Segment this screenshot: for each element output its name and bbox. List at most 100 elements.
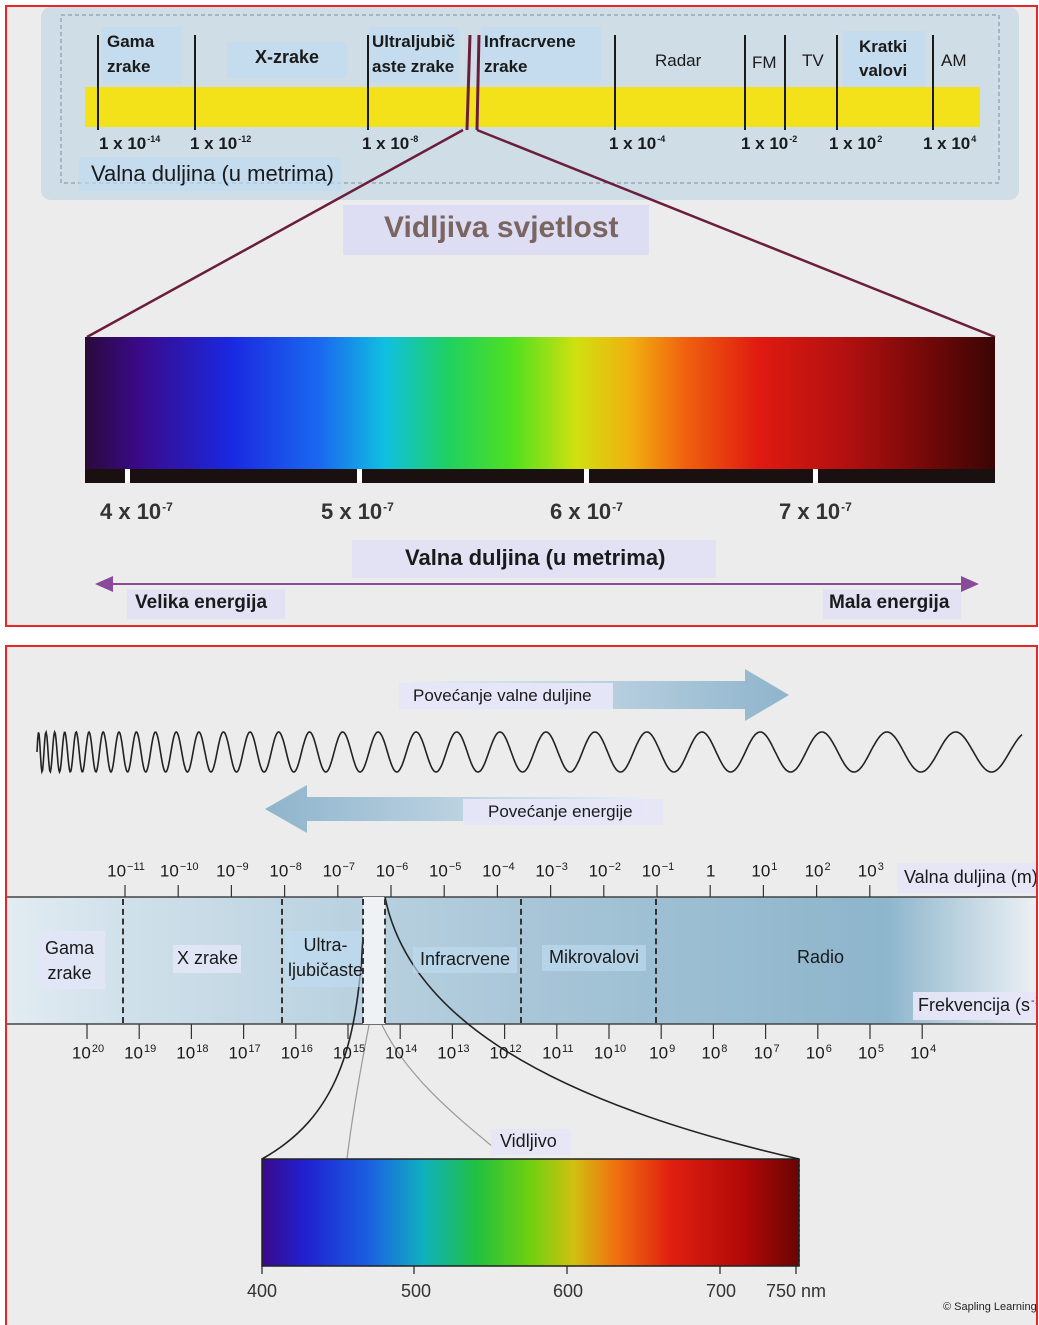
frequency-tick-label: 108 <box>701 1043 728 1063</box>
frequency-tick-label: 1020 <box>71 1043 105 1063</box>
band-radar: Radar <box>655 51 702 70</box>
frequency-unit-box <box>913 992 1036 1020</box>
wavelength-arrow-label: Povećanje valne duljine <box>413 686 592 705</box>
ir-label-box <box>481 27 601 83</box>
spectrum-tick-5e-7: 5 x 10-7 <box>321 499 394 524</box>
chirp-wave <box>36 729 1023 775</box>
wavelength-tick-label: 10−8 <box>269 861 302 881</box>
frequency-tick-label: 1010 <box>593 1043 627 1063</box>
energy-arrow-label-box <box>463 799 663 825</box>
wavelength-tick-label: 10−11 <box>107 861 145 881</box>
visible-title-box <box>343 205 649 255</box>
region-ultraviolet: Ultra-ljubičaste <box>288 935 364 980</box>
band-gamma: Gama zrake <box>107 32 155 76</box>
nm-tick-700: 700 <box>706 1281 737 1301</box>
frequency-tick-label: 1011 <box>542 1043 574 1063</box>
wavelength-tick-label: 101 <box>751 861 778 881</box>
frequency-tick-label: 107 <box>753 1043 780 1063</box>
band-shortwave: Kratki valovi <box>859 37 908 80</box>
frequency-tick-label: 106 <box>805 1043 832 1063</box>
bottom-diagram-graphics <box>7 669 1036 1274</box>
gamma-region-box <box>37 931 105 989</box>
xray-region-box <box>173 945 241 973</box>
wavelength-tick-label: 10−2 <box>588 861 622 881</box>
energy-low-label: Mala energija <box>829 592 950 613</box>
em-spectrum-band <box>7 897 1036 1024</box>
spectrum-tick-4e-7: 4 x 10-7 <box>100 499 173 524</box>
band-xray: X-zrake <box>255 47 320 67</box>
wavelength-tick-label: 102 <box>804 861 831 881</box>
wavelength-tick-label: 10−5 <box>428 861 462 881</box>
visible-spectrum-bar-nm <box>261 1158 800 1267</box>
frequency-tick-label: 1016 <box>280 1043 313 1063</box>
spectrum-axis-label-box <box>352 540 716 578</box>
wavelength-unit-box <box>897 863 1036 893</box>
band-am: AM <box>941 51 967 70</box>
top-axis-label: Valna duljina (u metrima) <box>91 161 334 186</box>
energy-arrow-label: Povećanje energije <box>488 802 633 821</box>
bottom-spectrum-panel: Povećanje valne duljine Povećanje energi… <box>5 645 1038 1325</box>
ir-region-box <box>413 947 517 973</box>
wavelength-tick-label: 10−6 <box>375 861 409 881</box>
spectrum-tick-7e-7: 7 x 10-7 <box>779 499 852 524</box>
wavelength-tick-1e2: 1 x 102 <box>829 134 883 153</box>
credit-text: © Sapling Learning <box>943 1301 1037 1313</box>
wavelength-tick-1e-8: 1 x 10-8 <box>362 134 419 153</box>
nm-tick-600: 600 <box>553 1281 584 1301</box>
energy-high-label: Velika energija <box>135 592 268 613</box>
wavelength-tick-1e-2: 1 x 10-2 <box>741 134 798 153</box>
frequency-tick-label: 1014 <box>385 1043 418 1063</box>
wavelength-tick-label: 10−1 <box>641 861 675 881</box>
energy-left-box <box>127 589 285 619</box>
frequency-tick-label: 1019 <box>124 1043 157 1063</box>
nm-tick-400: 400 <box>247 1281 278 1301</box>
frequency-unit-label: Frekvencija (s-1) <box>918 995 1036 1015</box>
wavelength-tick-label: 10−9 <box>216 861 249 881</box>
frequency-tick-label: 104 <box>910 1043 937 1063</box>
band-tv: TV <box>802 51 824 70</box>
wavelength-tick-label: 10−7 <box>322 861 356 881</box>
region-radio: Radio <box>797 947 845 967</box>
nm-tick-750: 750 nm <box>766 1281 827 1301</box>
wavelength-arrow-label-box <box>399 683 613 709</box>
wavelength-tick-1e-14: 1 x 10-14 <box>99 134 161 153</box>
frequency-tick-label: 1012 <box>489 1043 522 1063</box>
top-spectrum-panel: Gama zrake X-zrake Ultraljubič aste zrake … <box>5 5 1038 627</box>
visible-spectrum-bar <box>85 337 995 469</box>
region-gamma: Gama zrake <box>45 938 95 983</box>
frequency-tick-label: 1018 <box>176 1043 209 1063</box>
uv-region-box <box>285 931 361 987</box>
region-infrared: Infracrvene <box>420 949 511 969</box>
uv-label-box <box>369 27 459 83</box>
band-infrared: Infracrvene zrake <box>484 32 576 76</box>
gamma-label-box <box>102 27 182 83</box>
micro-region-box <box>542 945 646 971</box>
band-fm: FM <box>752 53 777 72</box>
frequency-tick-label: 109 <box>649 1043 676 1063</box>
frequency-tick-label: 1015 <box>332 1043 366 1063</box>
wavelength-tick-label: 1 <box>705 861 716 881</box>
spectrum-axis-label: Valna duljina (u metrima) <box>405 545 666 570</box>
xray-label-box <box>227 42 347 78</box>
axis-label-box <box>79 157 341 191</box>
visible-light-title: Vidljiva svjetlost <box>384 211 619 244</box>
wavelength-tick-1e4: 1 x 104 <box>923 134 977 153</box>
frequency-tick-label: 1017 <box>228 1043 261 1063</box>
visible-label: Vidljivo <box>500 1131 557 1151</box>
wavelength-tick-label: 10−4 <box>482 861 515 881</box>
wavelength-unit-label: Valna duljina (m) <box>904 867 1038 887</box>
band-ultraviolet: Ultraljubič aste zrake <box>372 32 456 76</box>
region-microwave: Mikrovalovi <box>549 947 640 967</box>
shortwave-label-box <box>843 31 925 87</box>
spectrum-tick-6e-7: 6 x 10-7 <box>550 499 623 524</box>
top-diagram-graphics <box>41 7 1019 592</box>
wavelength-tick-label: 103 <box>857 861 884 881</box>
wavelength-tick-label: 10−3 <box>535 861 568 881</box>
energy-right-box <box>823 589 961 619</box>
region-xray: X zrake <box>177 948 239 968</box>
wavelength-tick-label: 10−10 <box>159 861 199 881</box>
wavelength-tick-1e-4: 1 x 10-4 <box>609 134 666 153</box>
nm-tick-500: 500 <box>401 1281 432 1301</box>
visible-label-box <box>491 1129 571 1155</box>
wavelength-tick-1e-12: 1 x 10-12 <box>190 134 252 153</box>
